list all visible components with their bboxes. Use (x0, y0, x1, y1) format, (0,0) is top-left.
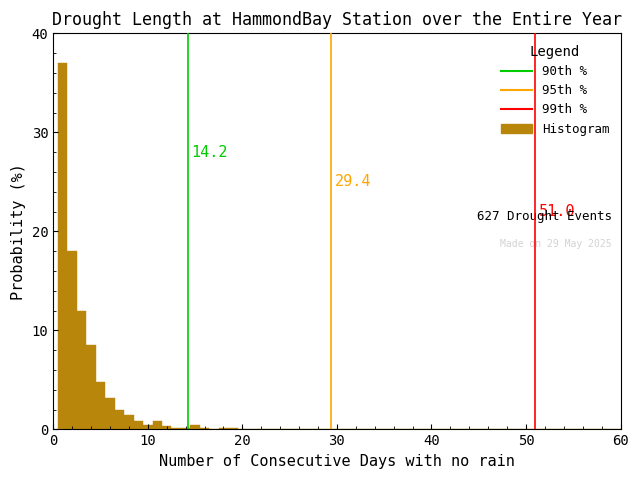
Bar (294, 429, 304, 430)
Bar (58, 63, 67, 430)
Y-axis label: Probability (%): Probability (%) (11, 163, 26, 300)
Bar (257, 429, 266, 430)
Bar (86, 345, 96, 430)
Bar (219, 429, 228, 430)
Bar (304, 429, 313, 430)
Text: Made on 29 May 2025: Made on 29 May 2025 (500, 240, 612, 250)
Bar (209, 429, 219, 430)
Title: Drought Length at HammondBay Station over the Entire Year: Drought Length at HammondBay Station ove… (52, 11, 622, 29)
Bar (190, 424, 200, 430)
Bar (152, 420, 162, 430)
Bar (181, 428, 190, 430)
Bar (247, 429, 257, 430)
Bar (77, 311, 86, 430)
Bar (200, 429, 209, 430)
Text: 14.2: 14.2 (191, 145, 228, 160)
X-axis label: Number of Consecutive Days with no rain: Number of Consecutive Days with no rain (159, 454, 515, 469)
Bar (228, 429, 237, 430)
Legend: 90th %, 95th %, 99th %, Histogram: 90th %, 95th %, 99th %, Histogram (495, 40, 614, 141)
Bar (96, 382, 105, 430)
Bar (285, 429, 294, 430)
Bar (237, 429, 247, 430)
Bar (162, 425, 172, 430)
Bar (115, 409, 124, 430)
Bar (134, 420, 143, 430)
Bar (105, 398, 115, 430)
Bar (275, 429, 285, 430)
Bar (124, 415, 134, 430)
Text: 627 Drought Events: 627 Drought Events (477, 210, 612, 223)
Bar (266, 429, 275, 430)
Text: 51.0: 51.0 (540, 204, 576, 219)
Text: 29.4: 29.4 (335, 174, 371, 190)
Bar (172, 428, 181, 430)
Bar (67, 251, 77, 430)
Bar (143, 424, 152, 430)
